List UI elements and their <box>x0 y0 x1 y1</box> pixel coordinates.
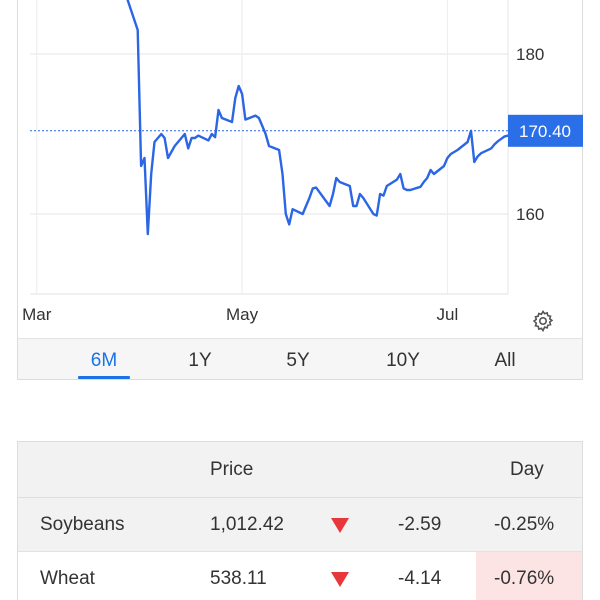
tab-5y-label: 5Y <box>286 350 310 371</box>
down-arrow-icon <box>331 572 349 587</box>
commodity-change: -2.59 <box>398 514 442 535</box>
active-tab-underline <box>78 376 130 379</box>
tab-all-label: All <box>494 350 516 371</box>
x-tick-label: May <box>226 305 259 324</box>
commodity-price: 538.11 <box>210 568 267 589</box>
commodity-change: -4.14 <box>398 568 442 589</box>
tab-all[interactable]: All <box>485 339 525 379</box>
table-row[interactable]: Soybeans 1,012.42 -2.59 -0.25% <box>18 498 582 552</box>
tab-6m-label: 6M <box>90 350 118 371</box>
tab-6m[interactable]: 6M <box>78 339 130 379</box>
x-tick-label: Jul <box>437 305 459 324</box>
commodity-percent-change: -0.76% <box>494 568 555 589</box>
x-tick-label: Mar <box>22 305 52 324</box>
range-tabs: 6M 1Y 5Y 10Y All <box>17 338 583 380</box>
price-chart-card: 180 160 Mar May Jul 170.40 <box>17 0 583 380</box>
price-chart[interactable]: 180 160 Mar May Jul 170.40 <box>18 0 584 338</box>
last-price-label: 170.40 <box>519 122 571 141</box>
tab-5y[interactable]: 5Y <box>278 339 318 379</box>
tab-1y[interactable]: 1Y <box>180 339 220 379</box>
commodity-price: 1,012.42 <box>210 514 284 535</box>
price-series-line <box>126 0 543 236</box>
related-commodities-table: Price Day Soybeans 1,012.42 -2.59 -0.25%… <box>17 441 583 600</box>
down-arrow-icon <box>331 518 349 533</box>
percent-change-highlight <box>476 552 582 600</box>
y-tick-label: 180 <box>516 45 544 64</box>
settings-gear-icon[interactable] <box>531 309 555 333</box>
commodity-name: Soybeans <box>40 514 125 535</box>
commodity-name: Wheat <box>40 568 95 589</box>
table-row[interactable]: Wheat 538.11 -4.14 -0.76% <box>18 552 582 600</box>
day-column-header: Day <box>510 459 544 480</box>
tab-10y-label: 10Y <box>386 350 420 371</box>
tab-10y[interactable]: 10Y <box>378 339 428 379</box>
commodity-percent-change: -0.25% <box>494 514 555 535</box>
table-header: Price Day <box>18 442 582 498</box>
last-price-badge <box>508 114 583 147</box>
tab-1y-label: 1Y <box>188 350 212 371</box>
y-tick-label: 160 <box>516 205 544 224</box>
price-column-header: Price <box>210 459 254 480</box>
